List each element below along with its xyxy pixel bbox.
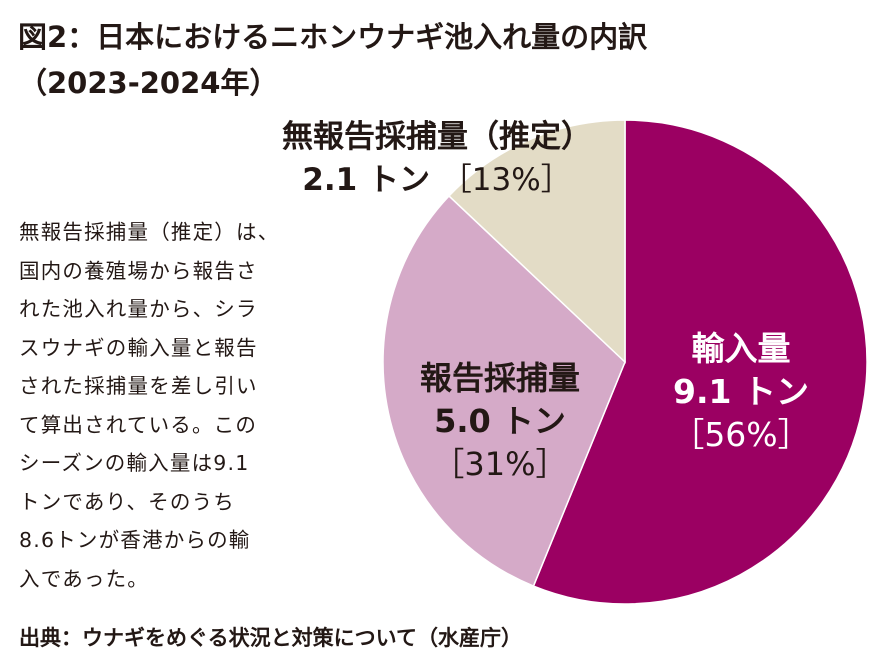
slice-label-unreported-value: 2.1 トン xyxy=(302,162,430,198)
source-citation: 出典：ウナギをめぐる状況と対策について（水産庁） xyxy=(19,626,522,650)
slice-label-unreported-name: 無報告採捕量（推定） xyxy=(282,119,592,155)
pie-slice-unreported-catch xyxy=(447,119,626,364)
slice-label-reported-value: 5.0 トン xyxy=(434,402,566,440)
pie-slice-reported-catch xyxy=(382,194,626,588)
pie-slice-import xyxy=(532,119,868,605)
pie-slices xyxy=(382,119,868,605)
explanatory-note: 無報告採捕量（推定）は、 国内の養殖場から報告さ れた池入れ量から、シラ スウナ… xyxy=(19,220,280,591)
chart-subtitle-period: （2023-2024年） xyxy=(18,66,279,100)
chart-title: 図2：日本におけるニホンウナギ池入れ量の内訳 xyxy=(18,20,648,54)
slice-label-reported-name: 報告採捕量 xyxy=(420,359,580,397)
slice-label-import-name: 輸入量 xyxy=(692,329,791,368)
slice-label-unreported-percent: ［13%］ xyxy=(441,162,572,198)
slice-label-import-percent: ［56%］ xyxy=(671,415,810,454)
pie-labels: 輸入量 9.1 トン ［56%］ 報告採捕量 5.0 トン ［31%］ 無報告採… xyxy=(282,119,811,483)
slice-label-reported-percent: ［31%］ xyxy=(432,445,567,483)
slice-label-unreported-value-percent: 2.1 トン ［13%］ xyxy=(302,162,571,198)
slice-label-import-value: 9.1 トン xyxy=(673,372,809,411)
